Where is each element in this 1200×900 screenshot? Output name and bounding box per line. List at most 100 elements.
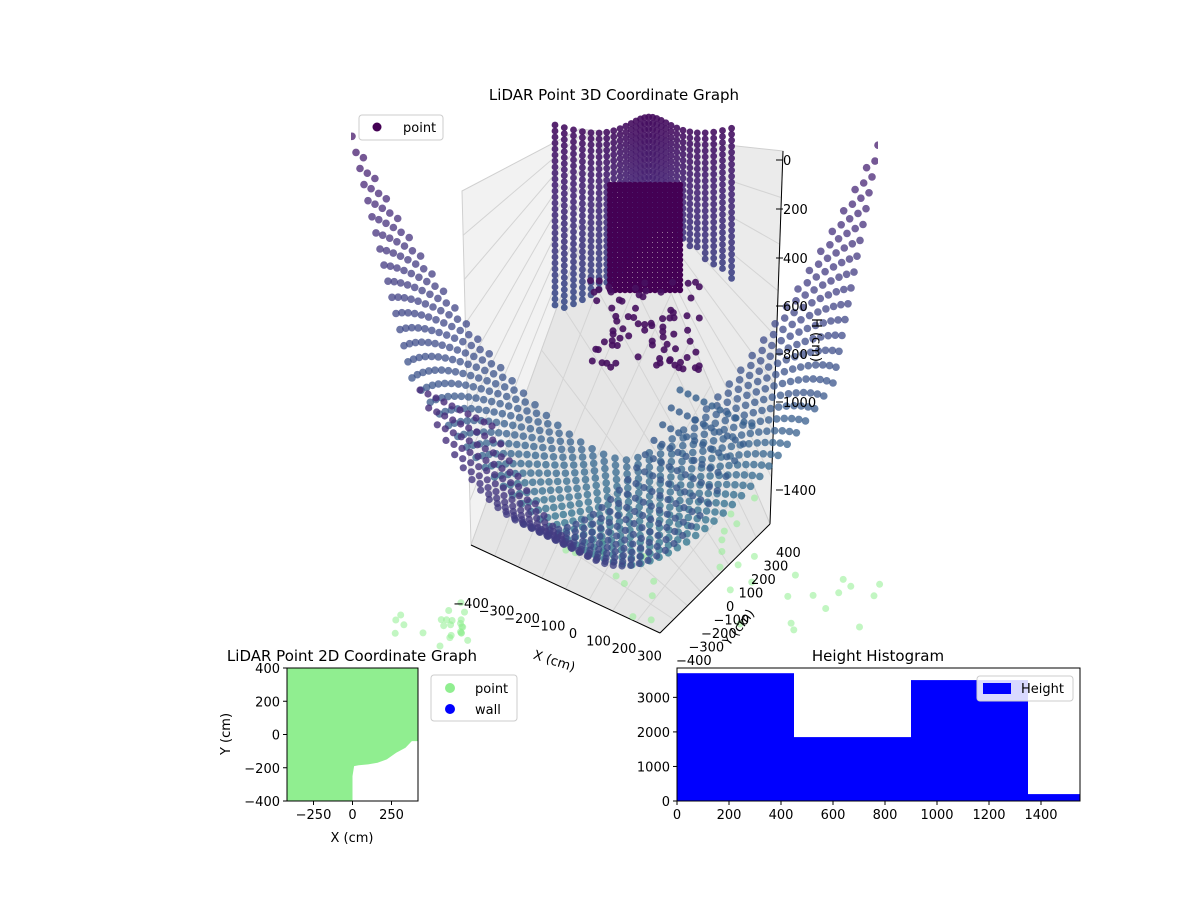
wall-point: [676, 226, 684, 234]
surface-point: [423, 277, 431, 286]
wall-point: [551, 295, 559, 303]
surface-point: [604, 536, 612, 545]
wall-point: [579, 278, 586, 286]
surface-point: [665, 463, 673, 471]
wall-point: [587, 213, 595, 221]
wall-point: [560, 142, 568, 150]
surface-point: [756, 472, 764, 481]
wall-point: [728, 226, 735, 234]
surface-point: [397, 228, 405, 237]
surface-point: [817, 333, 825, 341]
wall-point: [626, 226, 634, 234]
wall-point: [662, 173, 670, 181]
wall-point: [606, 241, 614, 249]
wall-point: [636, 206, 644, 214]
surface-point: [742, 460, 750, 469]
surface-point: [819, 319, 828, 327]
surface-point: [671, 527, 679, 536]
surface-point: [507, 488, 515, 496]
surface-point: [428, 326, 436, 335]
surface-point: [758, 346, 766, 355]
surface-point: [831, 331, 839, 340]
wall-point: [701, 231, 709, 239]
surface-point: [574, 492, 582, 500]
wall-point: [651, 281, 659, 289]
wall-point: [626, 276, 634, 284]
surface-point: [724, 410, 732, 418]
scatter-point: [641, 321, 649, 328]
surface-point: [722, 472, 730, 480]
wall-point: [616, 276, 624, 284]
wall-point: [616, 186, 624, 194]
surface-point: [733, 395, 742, 403]
surface-point: [425, 367, 433, 375]
surface-point: [491, 480, 499, 488]
surface-point: [672, 500, 680, 508]
surface-point: [631, 494, 639, 502]
surface-point: [392, 309, 400, 318]
scatter-point: [686, 337, 694, 345]
wall-point: [579, 146, 586, 154]
scatter-point: [641, 326, 649, 334]
surface-point: [729, 423, 738, 432]
wall-point: [616, 256, 624, 264]
surface-point: [536, 478, 545, 486]
floor-projection-point: [733, 520, 741, 528]
wall-point: [656, 181, 664, 189]
surface-point: [612, 540, 620, 549]
wall-point: [719, 193, 726, 200]
wall-point: [587, 183, 595, 191]
surface-point: [509, 502, 517, 510]
scatter-point: [647, 319, 655, 327]
surface-point: [862, 163, 871, 172]
wall-point: [631, 226, 639, 234]
wall-point: [641, 241, 649, 249]
surface-point: [419, 265, 428, 273]
wall-point: [570, 288, 577, 296]
surface-point: [729, 490, 738, 499]
floor-projection-point: [736, 620, 744, 628]
surface-point: [534, 418, 542, 426]
wall-point: [631, 196, 639, 204]
wall-point: [667, 164, 675, 171]
surface-point: [657, 476, 665, 484]
surface-point: [663, 510, 671, 518]
wall-point: [622, 134, 630, 142]
wall-point: [710, 212, 718, 220]
surface-point: [371, 174, 379, 183]
surface-point: [619, 551, 627, 560]
wall-point: [671, 226, 679, 234]
surface-point: [382, 219, 390, 228]
wall-point: [611, 186, 619, 194]
wall-point: [551, 289, 559, 297]
wall-point: [693, 129, 701, 137]
surface-point: [827, 317, 835, 325]
surface-point: [597, 514, 605, 523]
surface-point: [435, 328, 443, 337]
surface-point: [706, 464, 714, 472]
surface-point: [500, 383, 509, 391]
wall-point: [587, 255, 595, 263]
surface-point: [487, 428, 495, 437]
wall-point: [611, 206, 619, 214]
surface-point: [838, 331, 846, 340]
wall-point: [646, 251, 654, 259]
wall-point: [666, 271, 674, 279]
surface-point: [675, 429, 683, 437]
wall-point: [626, 286, 634, 294]
floor-projection-point: [457, 629, 465, 637]
surface-point: [714, 480, 722, 489]
wall-point: [560, 262, 568, 269]
wall-point: [603, 134, 611, 142]
wall-point: [587, 165, 595, 173]
surface-point: [605, 518, 613, 527]
legend-2d-wall-label: wall: [475, 703, 501, 718]
x-tick-label-hist: 200: [717, 808, 742, 823]
surface-point: [533, 514, 541, 522]
y-tick-label-hist: 0: [662, 795, 670, 810]
surface-point: [440, 398, 448, 406]
wall-point: [606, 246, 614, 254]
surface-point: [393, 214, 402, 223]
scatter-point: [603, 359, 611, 367]
surface-point: [768, 393, 777, 402]
